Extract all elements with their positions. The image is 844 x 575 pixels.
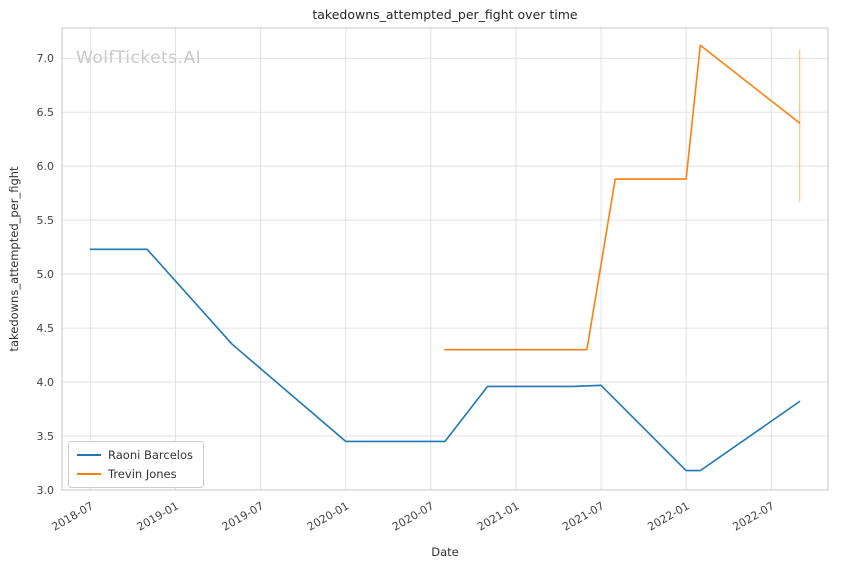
legend: Raoni Barcelos Trevin Jones <box>68 441 204 488</box>
svg-text:2020-01: 2020-01 <box>305 499 351 533</box>
legend-item-raoni-barcelos: Raoni Barcelos <box>77 448 193 462</box>
svg-text:5.0: 5.0 <box>37 268 55 281</box>
svg-text:2018-07: 2018-07 <box>50 499 96 533</box>
x-axis-label: Date <box>431 545 459 559</box>
legend-label-raoni: Raoni Barcelos <box>108 448 193 462</box>
y-axis-label: takedowns_attempted_per_fight <box>7 166 21 352</box>
svg-text:3.5: 3.5 <box>37 430 55 443</box>
svg-text:2020-07: 2020-07 <box>390 499 436 533</box>
chart-title: takedowns_attempted_per_fight over time <box>312 7 578 22</box>
svg-text:2021-07: 2021-07 <box>560 499 606 533</box>
svg-text:5.5: 5.5 <box>37 214 55 227</box>
svg-text:2021-01: 2021-01 <box>475 499 521 533</box>
svg-text:2022-01: 2022-01 <box>645 499 691 533</box>
svg-text:4.0: 4.0 <box>37 376 55 389</box>
svg-text:6.5: 6.5 <box>37 106 55 119</box>
svg-text:4.5: 4.5 <box>37 322 55 335</box>
legend-line-icon-raoni <box>77 454 101 456</box>
svg-text:2019-07: 2019-07 <box>220 499 266 533</box>
svg-text:3.0: 3.0 <box>37 484 55 497</box>
svg-text:6.0: 6.0 <box>37 160 55 173</box>
legend-label-trevin: Trevin Jones <box>108 467 177 481</box>
legend-item-trevin-jones: Trevin Jones <box>77 467 193 481</box>
svg-text:7.0: 7.0 <box>37 52 55 65</box>
svg-text:2022-07: 2022-07 <box>730 499 776 533</box>
svg-text:2019-01: 2019-01 <box>135 499 181 533</box>
watermark: WolfTickets.AI <box>76 48 202 68</box>
legend-line-icon-trevin <box>77 473 101 475</box>
